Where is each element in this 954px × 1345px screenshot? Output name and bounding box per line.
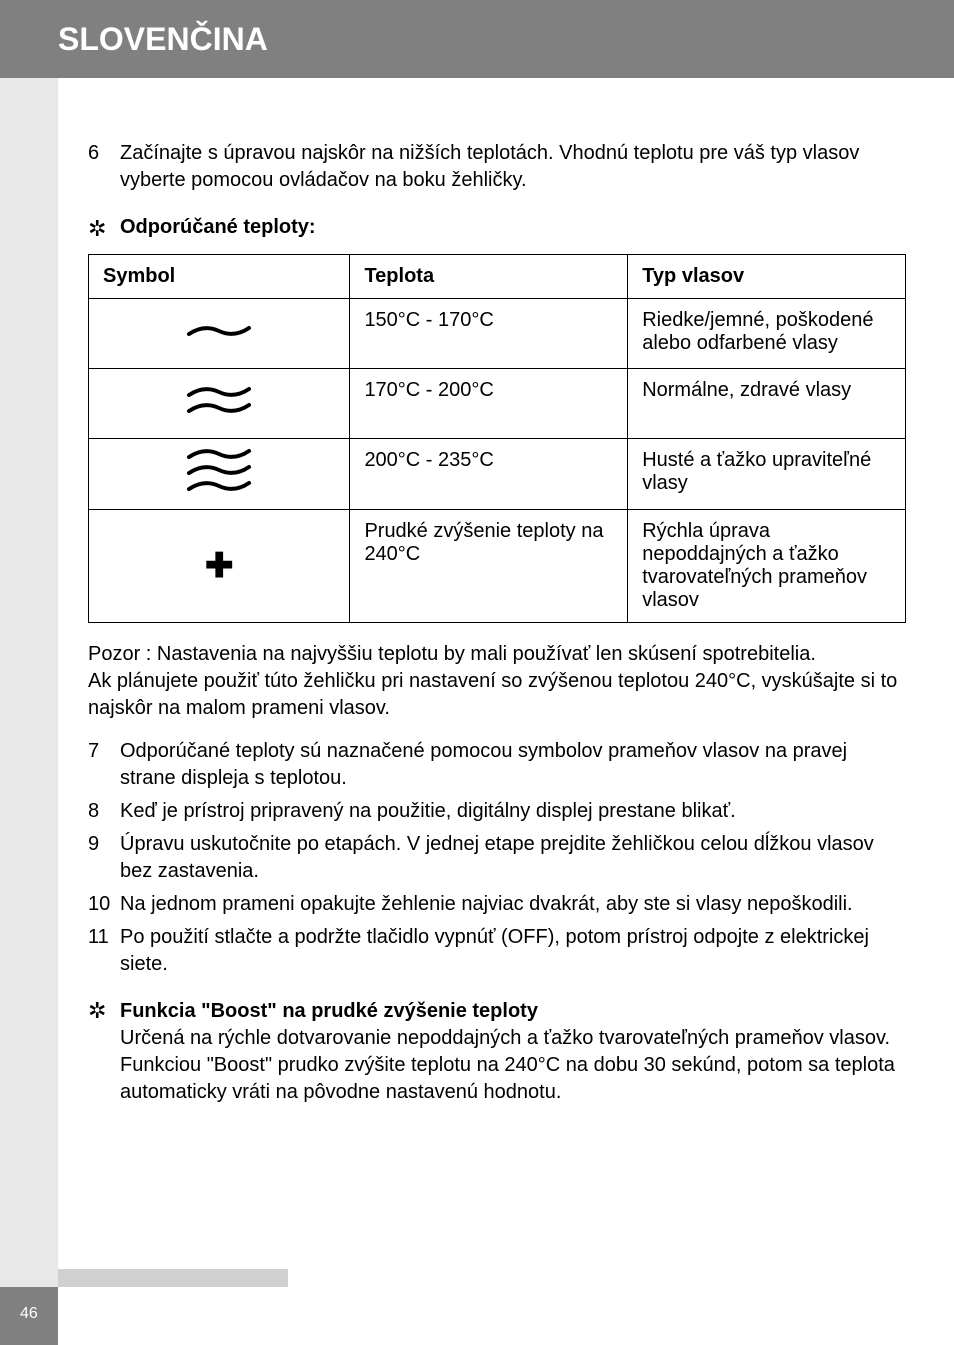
list-number: 8	[88, 798, 120, 825]
boost-line: Funkciou "Boost" prudko zvýšite teplotu …	[120, 1052, 906, 1106]
table-row: 150°C - 170°C Riedke/jemné, poškodené al…	[89, 299, 906, 369]
col-header-typ: Typ vlasov	[628, 255, 906, 299]
boost-title: Funkcia "Boost" na prudké zvýšenie teplo…	[120, 998, 906, 1025]
section-label: Odporúčané teploty:	[120, 216, 316, 239]
boost-body: Funkcia "Boost" na prudké zvýšenie teplo…	[120, 998, 906, 1106]
teplota-cell: 150°C - 170°C	[350, 299, 628, 369]
list-item: 10 Na jednom prameni opakujte žehlenie n…	[88, 891, 906, 918]
wave2-icon	[184, 385, 254, 417]
page-title: SLOVENČINA	[58, 21, 268, 58]
list-item: 8 Keď je prístroj pripravený na použitie…	[88, 798, 906, 825]
typ-cell: Husté a ťažko upraviteľné vlasy	[628, 439, 906, 510]
wave3-icon	[184, 447, 254, 495]
footer-bar	[58, 1269, 288, 1287]
col-header-symbol: Symbol	[89, 255, 350, 299]
list-item: 9 Úpravu uskutočnite po etapách. V jedne…	[88, 831, 906, 885]
paragraph: Pozor : Nastavenia na najvyššiu teplotu …	[88, 641, 906, 722]
list-text: Na jednom prameni opakujte žehlenie najv…	[120, 891, 906, 918]
list-number: 11	[88, 924, 120, 978]
list-item: 6 Začínajte s úpravou najskôr na nižších…	[88, 140, 906, 194]
teplota-cell: Prudké zvýšenie teploty na 240°C	[350, 510, 628, 623]
boost-section: ✲ Funkcia "Boost" na prudké zvýšenie tep…	[88, 998, 906, 1106]
table-header-row: Symbol Teplota Typ vlasov	[89, 255, 906, 299]
list-number: 9	[88, 831, 120, 885]
typ-cell: Rýchla úprava nepoddajných a ťažko tvaro…	[628, 510, 906, 623]
symbol-cell	[89, 369, 350, 439]
list-text: Odporúčané teploty sú naznačené pomocou …	[120, 738, 906, 792]
sidebar	[0, 0, 58, 1345]
table-row: 200°C - 235°C Husté a ťažko upraviteľné …	[89, 439, 906, 510]
numbered-list: 7 Odporúčané teploty sú naznačené pomoco…	[88, 738, 906, 978]
burst-icon: ✲	[88, 216, 120, 242]
list-number: 7	[88, 738, 120, 792]
boost-line: Určená na rýchle dotvarovanie nepoddajný…	[120, 1025, 906, 1052]
table-row: ✚ Prudké zvýšenie teploty na 240°C Rýchl…	[89, 510, 906, 623]
list-text: Úpravu uskutočnite po etapách. V jednej …	[120, 831, 906, 885]
wave1-icon	[184, 322, 254, 340]
list-number: 10	[88, 891, 120, 918]
typ-cell: Normálne, zdravé vlasy	[628, 369, 906, 439]
list-item: 7 Odporúčané teploty sú naznačené pomoco…	[88, 738, 906, 792]
teplota-cell: 170°C - 200°C	[350, 369, 628, 439]
plus-icon: ✚	[205, 547, 234, 585]
teplota-cell: 200°C - 235°C	[350, 439, 628, 510]
symbol-cell: ✚	[89, 510, 350, 623]
temperature-table: Symbol Teplota Typ vlasov 150°C - 170°C …	[88, 254, 906, 623]
list-text: Po použití stlačte a podržte tlačidlo vy…	[120, 924, 906, 978]
page-number: 46	[20, 1305, 38, 1323]
content-area: 6 Začínajte s úpravou najskôr na nižších…	[88, 140, 906, 1106]
symbol-cell	[89, 439, 350, 510]
header-bar: SLOVENČINA	[0, 0, 954, 78]
section-heading: ✲ Odporúčané teploty:	[88, 216, 906, 242]
list-text: Začínajte s úpravou najskôr na nižších t…	[120, 140, 906, 194]
col-header-teplota: Teplota	[350, 255, 628, 299]
table-row: 170°C - 200°C Normálne, zdravé vlasy	[89, 369, 906, 439]
list-text: Keď je prístroj pripravený na použitie, …	[120, 798, 906, 825]
para-text: Ak plánujete použiť túto žehličku pri na…	[88, 670, 897, 719]
list-number: 6	[88, 140, 120, 194]
list-item: 11 Po použití stlačte a podržte tlačidlo…	[88, 924, 906, 978]
burst-icon: ✲	[88, 998, 120, 1024]
symbol-cell	[89, 299, 350, 369]
para-text: Pozor : Nastavenia na najvyššiu teplotu …	[88, 643, 816, 665]
typ-cell: Riedke/jemné, poškodené alebo odfarbené …	[628, 299, 906, 369]
